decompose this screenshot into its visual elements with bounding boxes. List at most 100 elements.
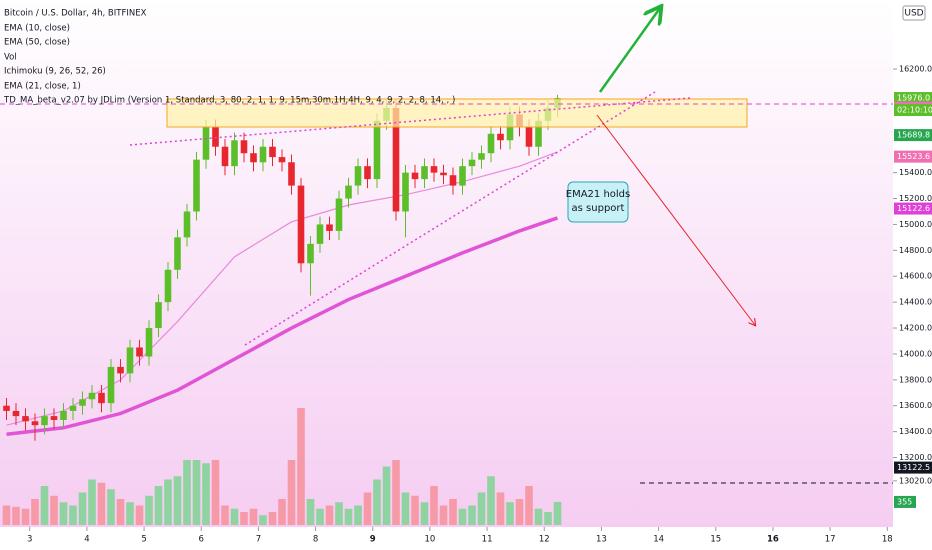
volume-bar <box>192 460 201 525</box>
y-tick-label: 13200.0 <box>899 453 932 462</box>
countdown: 02:10:10 <box>897 106 932 115</box>
volume-bar <box>59 502 68 525</box>
candle-body <box>231 140 238 167</box>
volume-bar <box>69 505 77 525</box>
volume-bar <box>544 512 552 525</box>
x-tick-label: 15 <box>710 535 721 545</box>
x-tick-label: 10 <box>425 535 436 545</box>
indicator: EMA (21, close, 1) <box>4 82 81 92</box>
candle-body <box>69 405 77 411</box>
volume-bar <box>278 499 286 525</box>
candle-body <box>411 172 419 180</box>
candle-body <box>345 185 352 199</box>
price-tag-label: 15122.6 <box>897 204 930 213</box>
volume-bar <box>468 505 476 525</box>
volume-bar <box>363 492 372 525</box>
callout-text: EMA21 holds <box>566 189 630 200</box>
candle-body <box>22 416 29 422</box>
time-axis <box>0 527 893 550</box>
volume-bar <box>325 505 334 525</box>
volume-bar <box>306 499 315 525</box>
indicator: EMA (10, close) <box>4 24 70 34</box>
candle-body <box>288 162 295 186</box>
volume-tag-label: 355 <box>897 497 912 506</box>
volume-bar <box>458 508 467 525</box>
volume-bar <box>477 492 486 525</box>
candle-body <box>402 172 409 212</box>
candle-body <box>136 347 143 357</box>
price-tag-label: 15689.8 <box>897 131 930 140</box>
candle-body <box>31 421 39 426</box>
candle-body <box>440 172 447 176</box>
candle-body <box>155 302 162 329</box>
volume-bar <box>487 476 495 525</box>
x-tick-label: 9 <box>370 535 376 545</box>
volume-bar <box>183 460 191 525</box>
trendline <box>244 91 656 346</box>
volume-bar <box>287 460 296 525</box>
y-tick-label: 14600.0 <box>899 272 932 281</box>
volume-bar <box>107 489 115 525</box>
candle-body <box>174 237 181 270</box>
plot-background <box>0 0 893 527</box>
volume-bar <box>449 499 457 525</box>
volume-bar <box>392 460 400 525</box>
candle-body <box>221 146 229 167</box>
x-tick-label: 16 <box>767 535 779 545</box>
countdown-tag <box>894 104 932 117</box>
volume-bar <box>382 466 391 525</box>
volume-bar <box>21 508 30 525</box>
currency-box[interactable] <box>902 5 926 21</box>
y-tick-label: 13400.0 <box>899 427 932 436</box>
volume-bar <box>12 506 20 525</box>
candle-body <box>373 120 381 180</box>
candle-body <box>459 166 466 186</box>
volume-bar <box>88 479 96 525</box>
volume-bar <box>2 505 11 525</box>
volume-bar <box>534 508 543 525</box>
candle-body <box>107 366 115 404</box>
bull-arrow <box>598 8 660 93</box>
x-tick-label: 6 <box>199 535 204 545</box>
x-tick-label: 12 <box>539 535 550 545</box>
price-tag-label: 15976.0 <box>897 94 930 103</box>
y-tick-label: 15400.0 <box>899 168 932 177</box>
callout-text: as support <box>572 203 625 214</box>
volume-bar <box>50 495 58 525</box>
price-tag <box>894 202 932 215</box>
volume-bar <box>496 492 505 525</box>
candle-body <box>79 399 86 406</box>
y-tick-label: 14800.0 <box>899 246 932 255</box>
volume-tag <box>894 495 916 508</box>
y-tick-label: 14400.0 <box>899 298 932 307</box>
candle-body <box>497 133 504 141</box>
volume-bar <box>221 505 229 525</box>
candle-body <box>60 410 67 420</box>
price-tag <box>894 461 932 474</box>
currency[interactable]: USD <box>904 9 923 19</box>
candle-body <box>126 347 134 374</box>
candle-body <box>202 127 210 160</box>
price-tag <box>894 129 932 142</box>
candle-body <box>364 166 371 180</box>
candle-body <box>487 133 495 154</box>
y-tick-label: 15200.0 <box>899 194 932 203</box>
volume-bar <box>135 505 144 525</box>
x-tick-label: 4 <box>84 535 89 545</box>
candle-body <box>278 157 286 163</box>
candle-body <box>50 416 58 420</box>
x-tick-label: 5 <box>141 535 146 545</box>
price-tag <box>894 92 932 105</box>
candle-body <box>326 224 333 231</box>
volume-bar <box>249 508 258 525</box>
candle-body <box>421 166 428 180</box>
y-tick-label: 14000.0 <box>899 349 932 358</box>
candle-body <box>240 140 248 154</box>
candle-body <box>307 243 314 264</box>
y-tick-label: 15000.0 <box>899 220 932 229</box>
candle-body <box>145 328 153 357</box>
volume-bar <box>439 505 448 525</box>
candle-body <box>535 120 542 147</box>
candle-body <box>117 366 124 374</box>
candle-body <box>164 269 172 303</box>
